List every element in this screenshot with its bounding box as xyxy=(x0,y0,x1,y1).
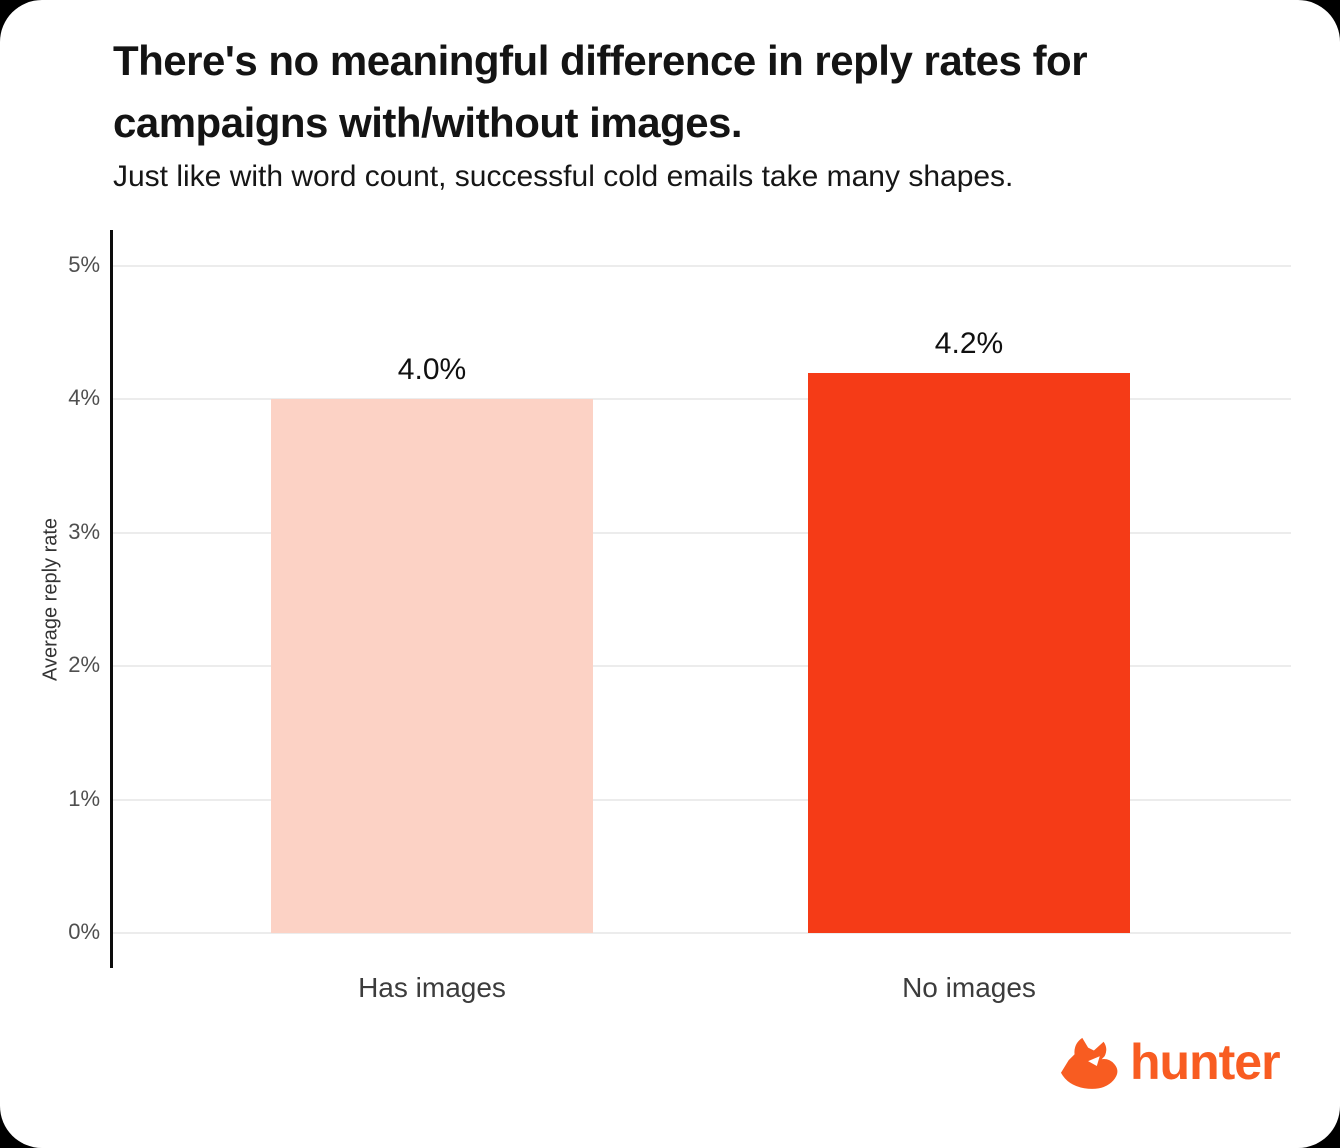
gridline-5% xyxy=(113,265,1291,267)
bar-value-label: 4.2% xyxy=(934,326,1004,360)
gridline-1% xyxy=(113,798,1291,801)
y-tick-label: 5% xyxy=(68,252,100,277)
chart-title: There's no meaningful difference in repl… xyxy=(113,30,1088,154)
chart-subtitle: Just like with word count, successful co… xyxy=(113,160,1014,193)
bar-value-label: 4.0% xyxy=(397,353,467,387)
hunter-logo-text: hunter xyxy=(1130,1034,1281,1090)
dog-head-icon xyxy=(1060,1037,1118,1089)
y-tick-label: 2% xyxy=(68,652,100,678)
y-tick-label: 4% xyxy=(68,385,100,411)
gridline-0% xyxy=(113,932,1291,934)
bar-no-images xyxy=(808,372,1130,933)
gridline-2% xyxy=(113,665,1291,668)
chart-title-line2: campaigns with/without images. xyxy=(113,99,743,146)
gridline-3% xyxy=(113,531,1291,534)
y-axis-label: Average reply rate xyxy=(39,517,62,682)
gridline-4% xyxy=(113,398,1291,401)
y-tick-label: 1% xyxy=(68,785,100,811)
bar-has-images xyxy=(271,399,593,933)
hunter-logo: hunter xyxy=(1060,1034,1281,1094)
y-tick-label: 3% xyxy=(68,518,100,544)
chart-title-line1: There's no meaningful difference in repl… xyxy=(113,37,1088,84)
y-tick-label: 0% xyxy=(68,919,100,944)
x-category-label: Has images xyxy=(358,972,506,1003)
y-axis-line xyxy=(110,230,113,968)
x-category-label: No images xyxy=(902,972,1036,1003)
